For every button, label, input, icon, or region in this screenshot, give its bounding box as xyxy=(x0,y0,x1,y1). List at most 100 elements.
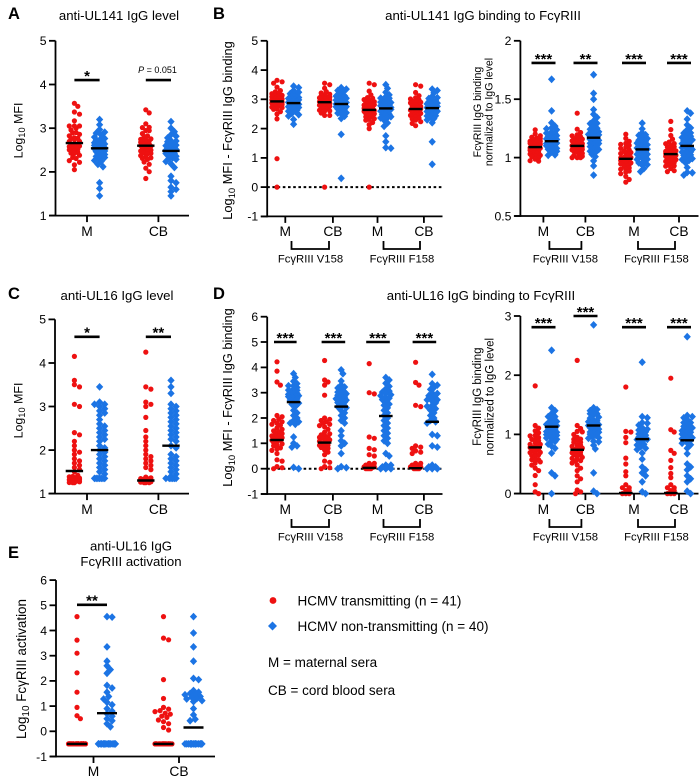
svg-text:5: 5 xyxy=(251,335,258,349)
svg-text:E: E xyxy=(8,544,19,562)
svg-text:1: 1 xyxy=(251,437,258,451)
svg-text:***: *** xyxy=(277,330,295,347)
svg-text:CB: CB xyxy=(414,224,433,239)
svg-text:***: *** xyxy=(670,51,688,68)
svg-text:FcγRIII IgG binding: FcγRIII IgG binding xyxy=(472,347,484,445)
svg-text:normalized to IgG level: normalized to IgG level xyxy=(484,338,496,456)
svg-text:FcγRIII V158: FcγRIII V158 xyxy=(533,532,598,544)
svg-text:0: 0 xyxy=(251,462,258,476)
svg-text:Log10 MFI: Log10 MFI xyxy=(11,103,27,159)
svg-text:M: M xyxy=(372,224,384,239)
svg-text:CB: CB xyxy=(576,502,595,517)
svg-text:***: *** xyxy=(625,51,643,68)
svg-text:3: 3 xyxy=(40,649,47,663)
svg-text:1: 1 xyxy=(40,699,47,713)
svg-text:1: 1 xyxy=(40,209,47,223)
svg-text:M: M xyxy=(372,502,384,517)
svg-text:3: 3 xyxy=(251,93,258,107)
svg-text:FcγRIII F158: FcγRIII F158 xyxy=(624,532,689,544)
svg-text:FcγRIII V158: FcγRIII V158 xyxy=(278,532,343,544)
svg-text:6: 6 xyxy=(40,573,47,587)
svg-text:*: * xyxy=(84,325,90,342)
svg-text:M: M xyxy=(628,224,640,239)
svg-text:CB: CB xyxy=(414,502,433,517)
svg-text:CB: CB xyxy=(576,224,595,239)
svg-text:B: B xyxy=(213,5,225,23)
svg-text:6: 6 xyxy=(251,310,258,324)
svg-text:FcγRIII IgG binding: FcγRIII IgG binding xyxy=(472,67,484,158)
svg-text:2: 2 xyxy=(39,443,46,457)
svg-text:CB: CB xyxy=(149,502,168,517)
svg-text:FcγRIII V158: FcγRIII V158 xyxy=(533,254,598,266)
svg-text:5: 5 xyxy=(251,34,258,48)
svg-text:A: A xyxy=(8,5,20,23)
svg-text:Log10 MFI - FcγRIII IgG bindin: Log10 MFI - FcγRIII IgG binding xyxy=(220,308,238,486)
svg-text:3: 3 xyxy=(505,309,512,323)
svg-text:anti-UL16 IgG: anti-UL16 IgG xyxy=(90,538,172,553)
svg-text:M: M xyxy=(81,224,93,239)
svg-text:***: *** xyxy=(577,304,595,321)
svg-text:M: M xyxy=(88,764,100,778)
svg-text:anti-UL16 IgG binding to FcγRI: anti-UL16 IgG binding to FcγRIII xyxy=(387,288,575,303)
svg-text:*: * xyxy=(84,68,90,85)
svg-text:Log10 MFI: Log10 MFI xyxy=(11,383,27,439)
svg-text:**: ** xyxy=(86,593,98,610)
svg-text:CB: CB xyxy=(323,502,342,517)
svg-text:M: M xyxy=(628,502,640,517)
svg-text:0: 0 xyxy=(40,725,47,739)
svg-text:FcγRIII F158: FcγRIII F158 xyxy=(370,532,435,544)
svg-text:anti-UL16 IgG level: anti-UL16 IgG level xyxy=(61,288,174,303)
svg-text:HCMV non-transmitting (n = 40): HCMV non-transmitting (n = 40) xyxy=(298,619,489,634)
svg-text:5: 5 xyxy=(40,599,47,613)
svg-text:3: 3 xyxy=(251,386,258,400)
svg-text:5: 5 xyxy=(40,34,47,48)
svg-text:M: M xyxy=(538,502,550,517)
svg-text:CB: CB xyxy=(323,224,342,239)
svg-text:2: 2 xyxy=(505,369,512,383)
svg-text:CB: CB xyxy=(669,502,688,517)
svg-text:2: 2 xyxy=(40,674,47,688)
svg-text:normalized to IgG level: normalized to IgG level xyxy=(484,58,496,166)
svg-text:***: *** xyxy=(670,315,688,332)
svg-text:1: 1 xyxy=(251,151,258,165)
svg-text:FcγRIII V158: FcγRIII V158 xyxy=(278,254,343,266)
svg-text:M = maternal sera: M = maternal sera xyxy=(268,655,378,670)
svg-text:1: 1 xyxy=(505,151,512,165)
svg-text:3: 3 xyxy=(39,400,46,414)
svg-text:M: M xyxy=(280,224,292,239)
svg-text:4: 4 xyxy=(39,356,46,370)
svg-text:CB = cord blood sera: CB = cord blood sera xyxy=(268,683,396,698)
svg-text:***: *** xyxy=(535,315,553,332)
svg-text:***: *** xyxy=(625,315,643,332)
svg-text:***: *** xyxy=(535,51,553,68)
svg-text:M: M xyxy=(81,502,93,517)
svg-text:-1: -1 xyxy=(247,210,258,224)
svg-text:2: 2 xyxy=(505,34,512,48)
svg-text:***: *** xyxy=(325,330,343,347)
svg-text:2: 2 xyxy=(40,165,47,179)
svg-text:5: 5 xyxy=(39,313,46,327)
svg-text:FcγRIII F158: FcγRIII F158 xyxy=(624,254,689,266)
svg-text:***: *** xyxy=(369,330,387,347)
svg-text:P = 0.051: P = 0.051 xyxy=(138,65,177,75)
svg-text:***: *** xyxy=(416,330,434,347)
svg-text:**: ** xyxy=(580,51,592,68)
svg-text:4: 4 xyxy=(40,624,47,638)
svg-text:D: D xyxy=(213,285,225,303)
svg-text:0: 0 xyxy=(251,180,258,194)
svg-text:4: 4 xyxy=(40,78,47,92)
svg-text:0.5: 0.5 xyxy=(494,209,511,223)
svg-text:M: M xyxy=(280,502,292,517)
svg-text:**: ** xyxy=(153,325,165,342)
svg-text:CB: CB xyxy=(169,764,188,778)
svg-text:-1: -1 xyxy=(247,487,258,501)
svg-text:2: 2 xyxy=(251,122,258,136)
svg-text:Log10 MFI - FcγRIII IgG bindin: Log10 MFI - FcγRIII IgG binding xyxy=(220,41,238,219)
svg-text:anti-UL141 IgG level: anti-UL141 IgG level xyxy=(59,8,179,23)
svg-text:FcγRIII activation: FcγRIII activation xyxy=(80,554,181,569)
svg-text:3: 3 xyxy=(40,122,47,136)
svg-text:4: 4 xyxy=(251,63,258,77)
svg-text:C: C xyxy=(8,285,20,303)
svg-text:Log10 FcγRIII activation: Log10 FcγRIII activation xyxy=(14,599,32,739)
svg-text:-1: -1 xyxy=(36,750,47,764)
